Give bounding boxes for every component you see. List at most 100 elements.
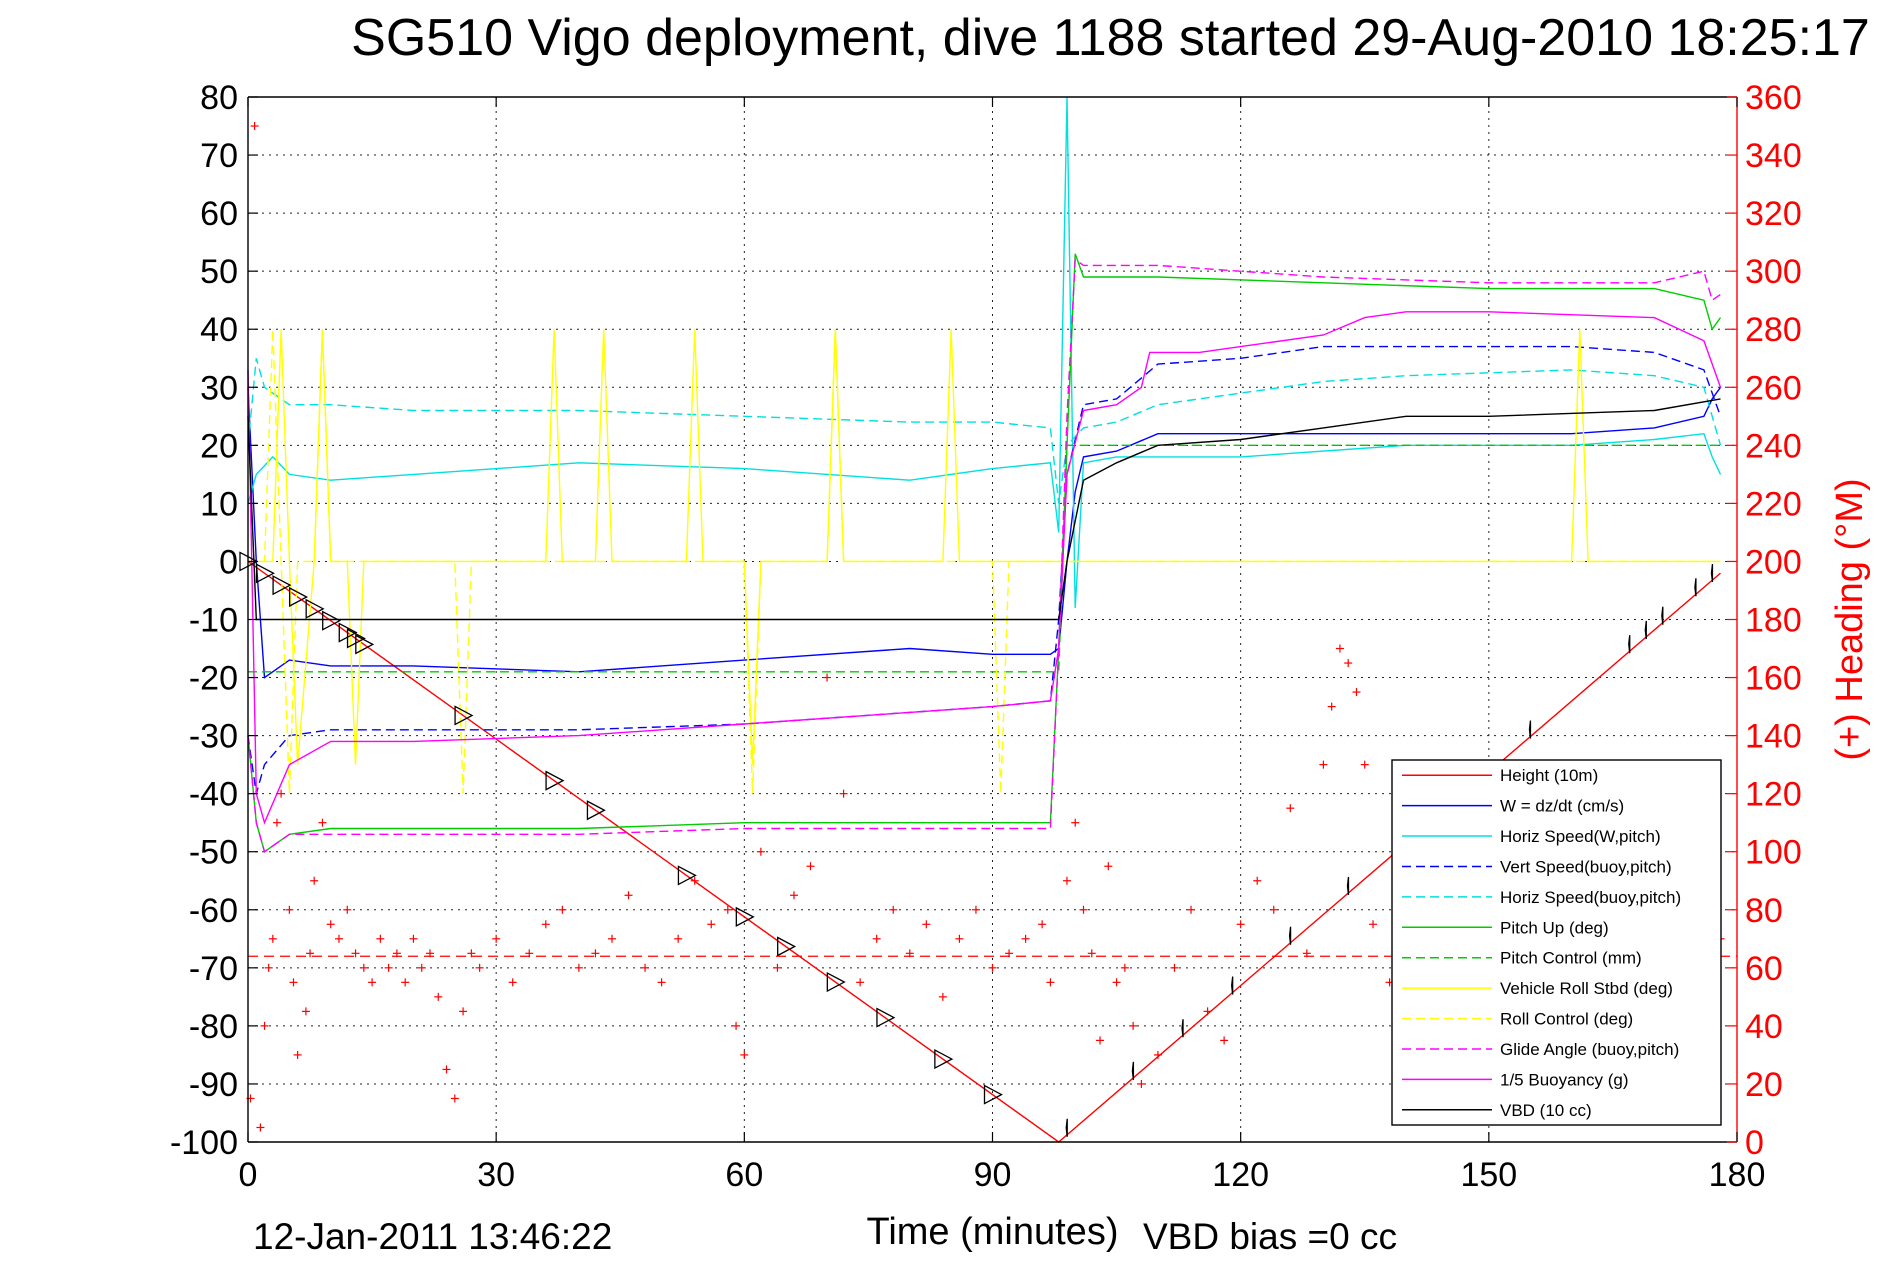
height-marker (322, 610, 342, 631)
height-marker (1288, 926, 1292, 945)
heading-point (1087, 949, 1096, 958)
height-marker (1628, 635, 1631, 654)
height-marker (876, 1007, 896, 1028)
y-right-tick-label: 0 (1745, 1124, 1764, 1162)
heading-point (1038, 920, 1047, 929)
series-line-9 (248, 329, 1721, 794)
heading-point (823, 673, 832, 682)
heading-point (1120, 963, 1129, 972)
heading-point (558, 905, 567, 914)
right-axis-label: (+) Heading (°M) (1829, 478, 1871, 760)
y-tick-label: -90 (189, 1066, 238, 1104)
y-tick-label: 40 (200, 311, 238, 349)
y-right-tick-label: 20 (1745, 1066, 1783, 1104)
heading-point (773, 963, 782, 972)
heading-point (690, 876, 699, 885)
heading-point (1129, 1021, 1138, 1030)
y-tick-label: -30 (189, 718, 238, 756)
y-tick-label: 20 (200, 427, 238, 465)
heading-point (264, 963, 273, 972)
series-line-10 (247, 258, 1721, 853)
y-tick-label: -40 (189, 776, 238, 814)
heading-point (1352, 688, 1361, 697)
heading-point (434, 992, 443, 1001)
series-line-3 (247, 96, 1722, 608)
heading-point (351, 949, 360, 958)
height-marker (1528, 720, 1532, 739)
heading-point (1269, 905, 1278, 914)
heading-point (250, 122, 259, 131)
y-right-tick-label: 240 (1745, 427, 1802, 465)
heading-point (272, 818, 281, 827)
heading-point (289, 978, 298, 987)
heading-point (905, 949, 914, 958)
heading-point (1071, 818, 1080, 827)
legend: Height (10m) W = dz/dt (cm/s) Horiz Speed(… (1391, 759, 1722, 1126)
heading-point (1327, 702, 1336, 711)
heading-point (732, 1021, 741, 1030)
height-marker (777, 936, 797, 957)
height-marker (1710, 563, 1714, 583)
y-right-tick-label: 220 (1745, 485, 1802, 523)
y-tick-label: -50 (189, 834, 238, 872)
heading-point (607, 934, 616, 943)
y-right-tick-label: 200 (1745, 543, 1802, 581)
heading-point (1153, 1050, 1162, 1059)
height-marker (677, 865, 697, 886)
height-marker (454, 705, 474, 726)
y-tick-label: -80 (189, 1008, 238, 1046)
y-tick-label: -60 (189, 892, 238, 930)
y-tick-label: 50 (200, 253, 238, 291)
x-tick-label: 180 (1709, 1156, 1766, 1194)
legend-label-10: Glide Angle (buoy,pitch) (1500, 1040, 1679, 1059)
heading-point (938, 992, 947, 1001)
heading-point (1005, 949, 1014, 958)
heading-point (922, 920, 931, 929)
footer-vbd-bias: VBD bias =0 cc (1143, 1216, 1397, 1257)
y-right-tick-label: 260 (1745, 369, 1802, 407)
heading-point (1344, 659, 1353, 668)
y-right-tick-label: 180 (1745, 602, 1802, 640)
y-tick-label: 80 (200, 79, 238, 117)
heading-point (789, 891, 798, 900)
heading-point (285, 905, 294, 914)
heading-point (1187, 905, 1196, 914)
y-right-tick-label: 280 (1745, 311, 1802, 349)
legend-label-12: VBD (10 cc) (1500, 1101, 1592, 1120)
legend-label-7: Pitch Control (mm) (1500, 949, 1642, 968)
height-marker (305, 598, 325, 619)
heading-point (707, 920, 716, 929)
series-line-4 (247, 345, 1722, 794)
heading-point (1253, 876, 1262, 885)
y-tick-label: 10 (200, 485, 238, 523)
heading-point (1335, 644, 1344, 653)
legend-box (1391, 759, 1722, 1126)
heading-point (1046, 978, 1055, 987)
heading-point (1170, 963, 1179, 972)
legend-label-6: Pitch Up (deg) (1500, 918, 1609, 937)
height-marker (272, 575, 292, 596)
x-tick-label: 120 (1212, 1156, 1269, 1194)
heading-point (806, 862, 815, 871)
heading-point (1360, 760, 1369, 769)
x-tick-label: 0 (239, 1156, 258, 1194)
y-right-tick-label: 60 (1745, 950, 1783, 988)
heading-point (459, 1007, 468, 1016)
height-marker (355, 634, 375, 655)
y-tick-label: -100 (170, 1124, 238, 1162)
heading-point (409, 934, 418, 943)
heading-point (508, 978, 517, 987)
y-tick-label: 30 (200, 369, 238, 407)
heading-point (1236, 920, 1245, 929)
heading-point (1203, 1007, 1212, 1016)
height-marker (934, 1048, 954, 1070)
heading-point (492, 934, 501, 943)
series-line-5 (247, 358, 1722, 504)
heading-point (1079, 905, 1088, 914)
legend-label-1: Height (10m) (1500, 766, 1598, 785)
heading-point (723, 905, 732, 914)
heading-point (277, 789, 286, 798)
legend-label-5: Horiz Speed(buoy,pitch) (1500, 888, 1681, 907)
legend-label-9: Roll Control (deg) (1500, 1010, 1633, 1029)
heading-point (971, 905, 980, 914)
